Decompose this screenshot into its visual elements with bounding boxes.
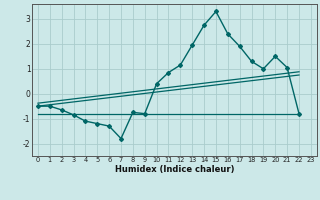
- X-axis label: Humidex (Indice chaleur): Humidex (Indice chaleur): [115, 165, 234, 174]
